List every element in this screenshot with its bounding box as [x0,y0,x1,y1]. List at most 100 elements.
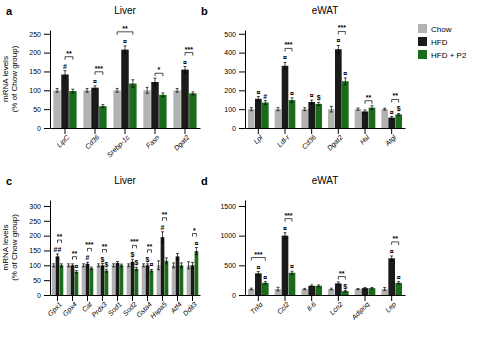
bracket-label: ** [366,94,372,101]
error-bar [390,117,393,119]
error-bar [390,256,393,261]
error-bar [112,264,115,267]
error-bar [124,46,127,54]
plot-area [248,233,402,295]
panel-label: b [201,5,208,17]
bar [289,273,296,295]
panel-label: a [6,5,13,17]
x-axis-line [246,128,406,129]
error-bar [277,108,280,111]
y-tick: 100 [29,87,50,94]
legend-label: HFD [431,38,448,47]
y-tick-label: 300 [224,68,236,75]
x-tick-label: Adipoq [350,301,372,323]
error-bar [165,258,168,264]
y-tick-mark [239,236,245,237]
bar [388,118,395,128]
y-axis-line [245,201,246,296]
x-axis: LplLdl-rCd36Dgat2HslAtgl [246,128,406,152]
significance-marker: ¤ [283,54,287,61]
y-tick-mark [239,34,245,35]
error-bar [176,253,179,259]
y-tick-label: 1000 [220,232,236,239]
y-tick: 250 [29,218,50,225]
error-bar [116,88,119,92]
bar [176,256,180,295]
significance-marker: ¤ [343,70,347,77]
x-tick: Cd36 [300,128,317,150]
y-tick-label: 0 [232,292,236,299]
x-axis: TnfαCcl2Il-6Lcn2AdipoqLep [246,295,406,322]
significance-marker: ¤ [183,59,187,66]
y-tick: 100 [224,106,245,113]
x-tick-label: Cd36 [84,134,101,151]
significance-marker: $ [134,259,138,267]
error-bar [330,288,333,290]
y-tick-label: 400 [224,49,236,56]
x-tick: Ldl-r [276,128,291,148]
bar [97,265,101,295]
bar [105,271,109,295]
error-bar [264,282,267,284]
error-bar [337,282,340,285]
bracket [365,101,372,104]
bar [60,265,64,295]
y-tick-label: 250 [29,218,41,225]
error-bar [284,233,287,239]
error-bar [127,264,130,267]
bracket-label: ** [147,243,153,250]
legend-item: Chow [418,24,452,34]
bar [172,265,176,295]
significance-marker: ¤ [93,78,97,85]
bracket [117,32,133,35]
significance-marker: $ [131,251,135,259]
y-tick-label: 150 [29,68,41,75]
legend-label: HFD + P2 [431,51,467,60]
error-bar [397,282,400,284]
y-tick-mark [44,280,50,281]
series [52,261,191,295]
y-tick: 400 [224,49,245,56]
x-tick-label: Gpx4 [61,301,79,319]
significance-marker: # [161,224,165,231]
bar [71,265,75,295]
bar [161,237,165,295]
error-bar [82,264,85,267]
x-tick-label: Cd36 [300,134,317,151]
bar [315,286,322,295]
x-tick: Hsl [358,128,370,146]
y-tick-mark [239,128,245,129]
y-axis-title-line: (% of Chow group) [10,45,19,112]
x-tick-label: Lep [384,301,398,315]
error-bar [290,98,293,103]
error-bar [397,113,400,115]
bar [388,258,395,295]
annotations: ¤¤¤¤$¤¤********** [251,212,400,291]
y-tick: 0 [232,125,245,132]
y-axis-line [50,201,51,296]
error-bar [86,262,89,265]
x-tick: Hspa5 [149,295,169,321]
bar [82,265,86,295]
y-tick: 500 [224,262,245,269]
bracket [338,31,345,34]
significance-marker: $ [397,105,401,113]
y-tick-mark [239,90,245,91]
bar [112,265,116,295]
error-bar [257,97,260,102]
bar [262,283,269,295]
bracket-label: ** [392,92,398,99]
error-bar [120,264,123,266]
bracket [185,53,193,56]
y-tick-label: 200 [224,87,236,94]
error-bar [116,261,119,264]
bracket-label: *** [130,238,138,245]
error-bar [187,262,190,269]
x-tick: Sod1 [107,295,124,317]
significance-marker: ¤ [310,92,314,99]
y-tick: 1000 [220,232,245,239]
y-tick: 150 [29,247,50,254]
y-tick: 500 [224,31,245,38]
significance-marker: $ [343,283,347,291]
y-axis-title-line: (% of Chow group) [10,214,19,281]
